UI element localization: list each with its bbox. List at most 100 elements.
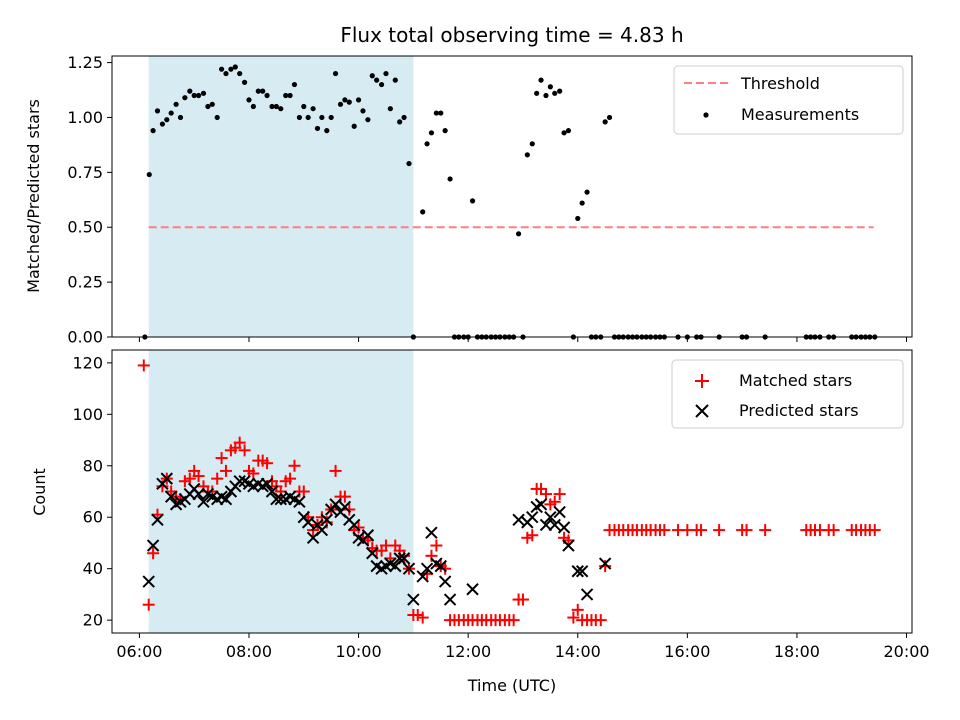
- predicted-star-stroke-b: [242, 477, 256, 490]
- measurement-point: [469, 198, 476, 204]
- measurement-point: [195, 92, 202, 99]
- measurement-point: [264, 92, 270, 99]
- measurement-point: [242, 79, 248, 85]
- matched-star-point: [526, 529, 539, 542]
- predicted-star-stroke-b: [201, 487, 215, 501]
- matched-star-point: [516, 593, 529, 606]
- predicted-star-stroke-b: [206, 490, 219, 503]
- measurement-point: [223, 70, 229, 77]
- measurement-point: [392, 77, 398, 83]
- matched-star-point: [343, 503, 356, 516]
- measurement-point: [310, 106, 316, 112]
- measurement-point: [606, 114, 613, 121]
- measurement-point: [237, 70, 243, 77]
- y-tick-label: 0.50: [67, 218, 103, 237]
- predicted-star-stroke-b: [580, 588, 594, 601]
- predicted-star-point: [293, 495, 306, 508]
- predicted-star-stroke-b: [361, 529, 375, 542]
- predicted-star-stroke-b: [534, 498, 548, 511]
- predicted-star-stroke-b: [548, 518, 561, 532]
- measurement-point: [209, 101, 215, 107]
- y-tick-label: 0.75: [67, 163, 103, 182]
- measurement-point: [154, 108, 161, 114]
- measurement-point: [575, 215, 581, 222]
- matched-star-point: [297, 485, 310, 498]
- measurement-point: [561, 130, 567, 136]
- matched-star-point: [416, 611, 429, 624]
- predicted-star-stroke-b: [219, 493, 233, 506]
- ratio-y-axis-label: Matched/Predicted stars: [24, 99, 43, 293]
- ratio-legend-box: [673, 65, 904, 135]
- measurement-point: [383, 70, 389, 77]
- measurement-point: [420, 209, 426, 215]
- predicted-star-point: [393, 552, 406, 565]
- predicted-star-stroke-b: [338, 500, 352, 514]
- y-tick-label: 0.00: [67, 328, 103, 347]
- predicted-star-stroke-b: [466, 583, 479, 596]
- predicted-star-stroke-b: [270, 493, 283, 506]
- measurement-point: [378, 81, 385, 88]
- measurement-point: [328, 114, 334, 121]
- x-tick-label: 18:00: [774, 642, 820, 661]
- predicted-star-point: [553, 505, 566, 519]
- ratio-axis-ticks: 0.00 0.25 0.50 0.75 1.00 1.25: [67, 53, 908, 347]
- y-tick-label: 1.00: [67, 108, 103, 127]
- measurement-point: [182, 95, 188, 101]
- predicted-star-stroke-b: [260, 477, 274, 490]
- measurement-point: [374, 77, 380, 83]
- predicted-star-point: [539, 518, 553, 532]
- ratio-axes-frame: [111, 55, 913, 338]
- y-tick-label: 60: [83, 508, 103, 527]
- matched-legend-label: Matched stars: [739, 371, 852, 390]
- matched-star-point: [827, 524, 840, 537]
- predicted-star-stroke-b: [407, 593, 420, 606]
- predicted-star-point: [315, 523, 329, 537]
- matched-star-point: [142, 598, 155, 611]
- matched-star-point: [288, 459, 301, 472]
- count-y-axis-label: Count: [30, 468, 49, 516]
- matched-star-point: [261, 457, 274, 470]
- matched-star-point: [594, 614, 607, 627]
- predicted-star-stroke-b: [352, 531, 365, 545]
- measurement-point: [273, 103, 279, 110]
- measurement-point: [424, 141, 430, 147]
- matched-star-point: [539, 488, 552, 501]
- y-tick-label: 40: [83, 559, 103, 578]
- predicted-star-point: [151, 513, 164, 527]
- matched-star-point: [192, 470, 205, 483]
- predicted-star-stroke-b: [151, 513, 164, 527]
- count-legend-box: [671, 359, 904, 429]
- predicted-star-point: [338, 500, 352, 514]
- measurement-point: [552, 90, 558, 96]
- predicted-star-point: [160, 472, 174, 485]
- matched-star-point: [147, 547, 160, 560]
- y-tick-label: 100: [72, 405, 103, 424]
- ratio-shaded-interval: [148, 56, 414, 337]
- predicted-star-point: [301, 516, 315, 529]
- y-tick-label: 1.25: [67, 53, 103, 72]
- measurement-point: [159, 121, 166, 127]
- predicted-star-point: [397, 552, 411, 565]
- predicted-star-stroke-b: [425, 526, 438, 539]
- predicted-star-stroke-b: [238, 475, 251, 488]
- measurement-point: [538, 77, 544, 83]
- predicted-star-stroke-b: [557, 521, 571, 534]
- y-tick-label: 0.25: [67, 273, 103, 292]
- predicted-star-point: [557, 521, 571, 534]
- predicted-star-stroke-b: [233, 475, 246, 488]
- measurement-point: [447, 176, 453, 182]
- predicted-star-point: [425, 526, 438, 539]
- predicted-star-stroke-b: [192, 487, 205, 501]
- predicted-star-point: [192, 487, 205, 501]
- predicted-star-point: [526, 511, 539, 524]
- predicted-star-stroke-b: [512, 513, 525, 527]
- matched-star-point: [548, 495, 561, 508]
- threshold-legend-label: Threshold: [740, 74, 820, 93]
- x-tick-label: 10:00: [336, 642, 382, 661]
- matched-star-point: [284, 472, 297, 485]
- predicted-star-stroke-b: [575, 565, 589, 578]
- predicted-star-stroke-b: [274, 493, 287, 506]
- measurement-point: [214, 114, 220, 121]
- measurement-point: [314, 125, 321, 132]
- measurement-point: [301, 103, 307, 110]
